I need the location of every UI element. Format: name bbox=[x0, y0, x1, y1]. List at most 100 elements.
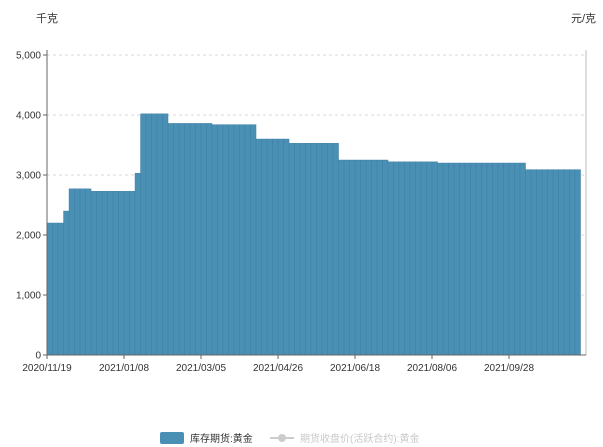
legend-marker-price[interactable] bbox=[278, 434, 286, 442]
bar bbox=[442, 162, 449, 356]
bar bbox=[272, 138, 279, 356]
bar bbox=[393, 161, 400, 356]
bar bbox=[288, 142, 295, 356]
bar bbox=[547, 169, 554, 356]
bar bbox=[261, 138, 268, 356]
right-unit-label: 元/克 bbox=[571, 12, 596, 25]
bar bbox=[310, 142, 317, 356]
bar bbox=[470, 162, 477, 356]
bar bbox=[189, 123, 196, 356]
bar bbox=[200, 123, 207, 356]
bar bbox=[431, 161, 438, 356]
x-tick-label: 2021/04/26 bbox=[253, 363, 303, 374]
y-tick-label: 1,000 bbox=[16, 291, 41, 302]
bar bbox=[145, 113, 152, 356]
legend-label-inventory[interactable]: 库存期货:黄金 bbox=[190, 432, 253, 445]
legend-label-price[interactable]: 期货收盘价(活跃合约):黄金 bbox=[300, 432, 419, 445]
legend[interactable]: 库存期货:黄金 期货收盘价(活跃合约):黄金 bbox=[160, 432, 419, 445]
bar bbox=[536, 169, 543, 356]
bar bbox=[228, 124, 235, 356]
bar bbox=[574, 169, 581, 356]
bar bbox=[492, 162, 499, 356]
bar bbox=[558, 169, 565, 356]
bar bbox=[85, 188, 92, 356]
bar bbox=[349, 159, 356, 356]
bar bbox=[151, 113, 158, 356]
left-unit-label: 千克 bbox=[36, 12, 58, 25]
bar bbox=[486, 162, 493, 356]
bar bbox=[233, 124, 240, 356]
bar bbox=[107, 190, 114, 356]
bar bbox=[508, 162, 515, 356]
bar bbox=[503, 162, 510, 356]
bar bbox=[129, 190, 136, 356]
bar bbox=[459, 162, 466, 356]
bar bbox=[519, 162, 526, 356]
bar bbox=[525, 169, 532, 356]
bar bbox=[497, 162, 504, 356]
bar bbox=[118, 190, 125, 356]
bar bbox=[448, 162, 455, 356]
bar bbox=[79, 188, 86, 356]
bar bbox=[541, 169, 548, 356]
bar bbox=[332, 142, 339, 356]
bar bbox=[57, 222, 64, 356]
bar bbox=[316, 142, 323, 356]
legend-swatch-inventory[interactable] bbox=[160, 432, 184, 444]
bar bbox=[514, 162, 521, 356]
y-tick-label: 4,000 bbox=[16, 111, 41, 122]
bar bbox=[415, 161, 422, 356]
bar bbox=[404, 161, 411, 356]
bar bbox=[266, 138, 273, 356]
bar bbox=[283, 138, 290, 356]
bar bbox=[46, 222, 53, 356]
bar bbox=[178, 123, 185, 356]
bar bbox=[321, 142, 328, 356]
bar bbox=[398, 161, 405, 356]
bar bbox=[437, 162, 444, 356]
x-tick-label: 2021/09/28 bbox=[484, 363, 534, 374]
bar bbox=[239, 124, 246, 356]
x-tick-label: 2021/03/05 bbox=[176, 363, 226, 374]
bar bbox=[156, 113, 163, 356]
bar bbox=[90, 190, 97, 356]
bar bbox=[96, 190, 103, 356]
bar bbox=[464, 162, 471, 356]
bar bbox=[250, 124, 257, 356]
bar bbox=[74, 188, 81, 356]
bar bbox=[206, 123, 213, 356]
bar bbox=[68, 188, 75, 356]
bar bbox=[305, 142, 312, 356]
x-tick-label: 2021/08/06 bbox=[407, 363, 457, 374]
bar bbox=[173, 123, 180, 356]
bar bbox=[112, 190, 119, 356]
bar bbox=[338, 159, 345, 356]
y-tick-label: 5,000 bbox=[16, 51, 41, 62]
bar bbox=[140, 113, 147, 356]
bar bbox=[52, 222, 59, 356]
bar bbox=[134, 172, 141, 356]
axes: 0 1,000 2,000 3,000 4,000 5,000 2020/11/19 2021… bbox=[16, 50, 587, 374]
bar bbox=[475, 162, 482, 356]
bar bbox=[387, 161, 394, 356]
bar bbox=[217, 124, 224, 356]
bar bbox=[162, 113, 169, 356]
x-tick-label: 2020/11/19 bbox=[22, 363, 72, 374]
bar bbox=[184, 123, 191, 356]
bar bbox=[409, 161, 416, 356]
y-tick-label: 3,000 bbox=[16, 171, 41, 182]
bar bbox=[63, 210, 70, 356]
bar-series bbox=[46, 113, 581, 356]
bar bbox=[360, 159, 367, 356]
bar bbox=[101, 190, 108, 356]
bar bbox=[530, 169, 537, 356]
bar bbox=[167, 123, 174, 356]
bar bbox=[382, 159, 389, 356]
bar bbox=[376, 159, 383, 356]
bar bbox=[354, 159, 361, 356]
bar bbox=[563, 169, 570, 356]
bar bbox=[420, 161, 427, 356]
bar bbox=[123, 190, 130, 356]
